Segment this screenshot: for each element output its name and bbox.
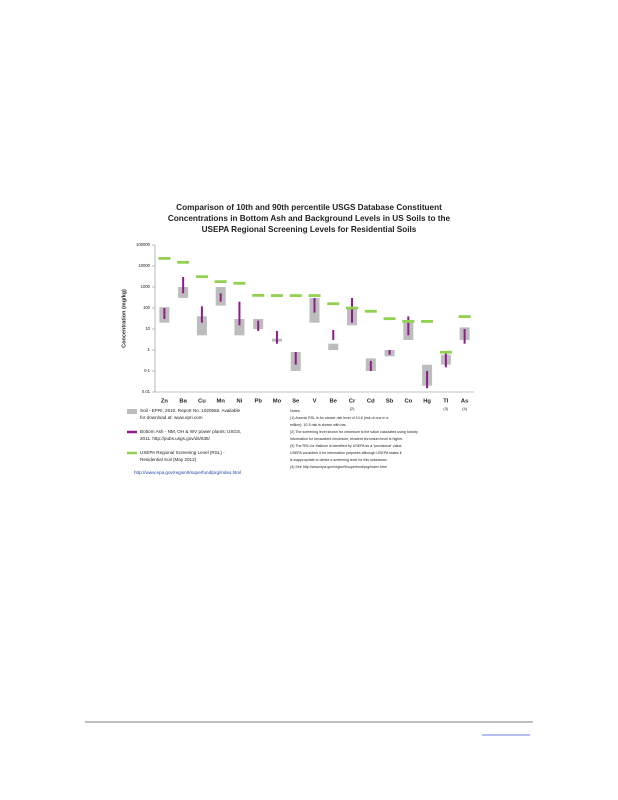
note-line: Notes:	[290, 409, 300, 413]
x-tick-label: Ni	[237, 399, 243, 405]
x-tick-label: Pb	[254, 399, 262, 405]
soil-range	[328, 343, 339, 350]
note-line: (3) The RSL for thallium is identified b…	[290, 444, 402, 448]
x-tick-label: Se	[292, 399, 300, 405]
category-note: (2)	[350, 406, 356, 411]
y-tick-label: 10	[145, 326, 150, 331]
category-note: (3)	[443, 406, 449, 411]
x-tick-label: As	[461, 399, 468, 405]
soil-range	[196, 316, 207, 336]
y-tick-label: 10000	[138, 263, 150, 268]
note-line: (1) Arsenic RSL is for cancer risk level…	[290, 416, 388, 420]
legend-label: for download at: www.epri.com	[140, 415, 203, 420]
note-line: (4) See http://www.epa.gov/region9/super…	[290, 465, 387, 469]
note-line: million); 10-5 risk is shown with bar.	[290, 423, 347, 427]
y-tick-label: 1	[148, 347, 151, 352]
legend-label: USEPA Regional Screening Level (RSL) -	[140, 450, 225, 455]
y-axis-label: Concentration (mg/kg)	[121, 289, 127, 348]
legend-label: Residential Soil (May 2012)	[140, 457, 197, 462]
note-line: (2) The screening level shown for chromi…	[290, 430, 418, 434]
x-tick-label: Cd	[367, 399, 375, 405]
chart-title: USEPA Regional Screening Levels for Resi…	[202, 225, 417, 234]
x-tick-label: Cu	[198, 399, 206, 405]
note-line: information for hexavalent chromium; tri…	[290, 437, 403, 441]
legend-label: Soil - EPRI, 2010. Report No. 1020556. A…	[140, 408, 240, 413]
x-tick-label: Zn	[161, 399, 169, 405]
y-tick-label: 100000	[136, 242, 151, 247]
x-tick-label: Ba	[179, 399, 187, 405]
x-tick-label: Sb	[386, 399, 394, 405]
chart-title: Concentrations in Bottom Ash and Backgro…	[168, 214, 451, 223]
x-tick-label: Hg	[423, 399, 431, 405]
x-tick-label: Be	[330, 399, 338, 405]
y-tick-label: 100	[143, 305, 151, 310]
legend-label: 2011. http://pubs.usgs.gov/ds/635/	[140, 436, 211, 441]
y-tick-label: 0.01	[142, 389, 151, 394]
x-tick-label: Mn	[216, 399, 225, 405]
legend-label: Bottom Ash - NM, OH & WV power plants; U…	[140, 429, 241, 434]
y-tick-label: 1000	[141, 284, 151, 289]
x-tick-label: Cr	[349, 399, 356, 405]
legend-url: http://www.epa.gov/region9/superfund/prg…	[134, 470, 241, 475]
category-note: (4)	[462, 406, 468, 411]
note-line: is inappropriate to derive a screening l…	[290, 458, 387, 462]
soil-range	[234, 318, 245, 336]
note-line: USEPA considers it for information purpo…	[290, 451, 402, 455]
chart-title: Comparison of 10th and 90th percentile U…	[176, 203, 442, 212]
x-tick-label: Co	[404, 399, 412, 405]
y-tick-label: 0.1	[144, 368, 150, 373]
legend-swatch	[127, 409, 137, 414]
x-tick-label: Tl	[443, 399, 449, 405]
x-tick-label: V	[313, 399, 317, 405]
x-tick-label: Mo	[273, 399, 282, 405]
